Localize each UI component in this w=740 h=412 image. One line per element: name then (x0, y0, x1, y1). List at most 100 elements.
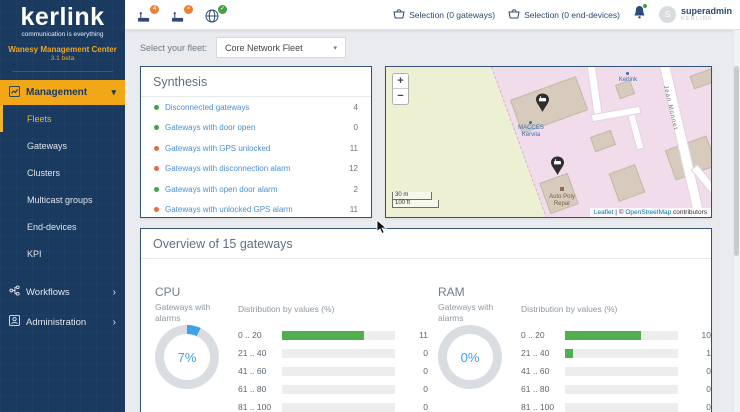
product-version: 3.1 beta (50, 55, 75, 62)
topbar: 4 × ✓ Selection (0 gateways) (125, 0, 740, 30)
overview-title: Overview of 15 gateways (141, 229, 711, 259)
map-scale: 30 m 100 ft (392, 192, 439, 208)
administration-label: Administration (26, 316, 87, 328)
zoom-out-button[interactable]: − (393, 89, 408, 104)
notification-badge (641, 3, 648, 9)
synthesis-row: Gateways with unlocked GPS alarm 11 (141, 200, 371, 221)
gateway-disconnected-icon[interactable]: × (171, 4, 193, 23)
sidebar: kerlink communication is everything Wane… (0, 0, 125, 412)
chart-icon (9, 85, 20, 100)
range-label: 81 .. 100 (238, 402, 272, 412)
distribution-row: 21 .. 40 1 (521, 344, 711, 362)
product-name: Wanesy Management Center (8, 45, 117, 54)
bar-fill (282, 330, 365, 340)
sidebar-item-end-devices[interactable]: End-devices (0, 213, 125, 240)
map-gateway-marker[interactable] (535, 93, 550, 113)
sidebar-item-administration[interactable]: Administration › (0, 307, 125, 337)
brand-tagline: communication is everything (21, 31, 104, 38)
fleet-select-dropdown[interactable]: Core Network Fleet ▾ (216, 37, 347, 58)
sidebar-item-workflows[interactable]: Workflows › (0, 277, 125, 307)
range-label: 0 .. 20 (238, 330, 262, 340)
workflow-icon (9, 285, 20, 299)
sidebar-divider (12, 71, 113, 72)
synthesis-value: 12 (349, 164, 358, 174)
range-label: 81 .. 100 (521, 402, 555, 412)
map-gateway-marker[interactable] (550, 156, 565, 176)
map-zoom-controls: + − (392, 73, 409, 105)
range-label: 61 .. 80 (521, 384, 550, 394)
range-label: 41 .. 60 (521, 366, 550, 376)
ram-distribution: 0 .. 20 10 21 .. 40 1 41 .. 60 0 61 .. 8… (521, 326, 711, 412)
scrollbar-thumb[interactable] (734, 66, 739, 256)
network-ok-badge: ✓ (218, 4, 227, 14)
synthesis-link[interactable]: Gateways with unlocked GPS alarm (165, 205, 293, 215)
bar-count: 0 (423, 366, 428, 376)
ram-section-title: RAM (438, 285, 465, 299)
sidebar-item-clusters[interactable]: Clusters (0, 159, 125, 186)
synthesis-link[interactable]: Gateways with GPS unlocked (165, 143, 271, 153)
cpu-distribution-label: Distribution by values (%) (238, 304, 335, 314)
quick-status-icons: 4 × ✓ (137, 4, 227, 23)
scale-metric: 30 m (392, 192, 432, 200)
selection-end-devices-button[interactable]: Selection (0 end-devices) (508, 8, 620, 21)
synthesis-link[interactable]: Gateways with open door alarm (165, 184, 278, 194)
map-label-line: Repar (553, 200, 571, 207)
bar-count: 10 (701, 330, 711, 340)
fleet-selector-row: Select your fleet: Core Network Fleet ▾ (140, 37, 347, 58)
synthesis-link[interactable]: Gateways with door open (165, 123, 256, 133)
status-dot (154, 125, 159, 131)
selection-end-devices-label: Selection (0 end-devices) (524, 9, 620, 20)
overview-body: CPU Gateways with alarms 7% Distribution… (141, 259, 711, 412)
bar-track (565, 330, 678, 340)
user-menu[interactable]: S superadmin KERLINK (658, 6, 732, 23)
attribution-separator: | © (613, 209, 626, 216)
distribution-row: 41 .. 60 0 (521, 362, 711, 380)
bar-track (282, 366, 395, 376)
network-globe-icon[interactable]: ✓ (205, 4, 227, 23)
selection-gateways-button[interactable]: Selection (0 gateways) (393, 8, 495, 21)
status-dot (154, 186, 159, 192)
bar-track (565, 402, 678, 412)
chevron-right-icon: › (112, 316, 116, 328)
distribution-row: 81 .. 100 0 (238, 398, 428, 412)
sidebar-item-kpi[interactable]: KPI (0, 240, 125, 267)
gateway-alarm-icon[interactable]: 4 (137, 4, 159, 23)
sidebar-item-gateways[interactable]: Gateways (0, 132, 125, 159)
distribution-row: 21 .. 40 0 (238, 344, 428, 362)
osm-link[interactable]: OpenStreetMap (625, 209, 672, 216)
notifications-bell-icon[interactable] (633, 3, 648, 24)
end-devices-label: End-devices (27, 221, 77, 232)
sidebar-item-management[interactable]: Management ▾ (0, 80, 125, 105)
cpu-alarms-pct: 7% (164, 334, 210, 380)
map-attribution: Leaflet | © OpenStreetMap contributors (589, 208, 711, 217)
distribution-row: 41 .. 60 0 (238, 362, 428, 380)
zoom-in-button[interactable]: + (393, 74, 408, 89)
bar-track (282, 330, 395, 340)
synthesis-link[interactable]: Gateways with disconnection alarm (165, 164, 291, 174)
bar-count: 0 (423, 384, 428, 394)
range-label: 21 .. 40 (521, 348, 550, 358)
bar-track (565, 384, 678, 394)
bar-track (282, 348, 395, 358)
leaflet-link[interactable]: Leaflet (593, 209, 614, 216)
synthesis-title: Synthesis (141, 67, 371, 97)
range-label: 61 .. 80 (238, 384, 267, 394)
distribution-row: 81 .. 100 0 (521, 398, 711, 412)
synthesis-row: Disconnected gateways 4 (141, 97, 371, 118)
overview-card: Overview of 15 gateways CPU Gateways wit… (140, 228, 712, 412)
cpu-distribution: 0 .. 20 11 21 .. 40 0 41 .. 60 0 61 .. 8… (238, 326, 428, 412)
bar-count: 0 (706, 384, 711, 394)
synthesis-link[interactable]: Disconnected gateways (165, 102, 250, 112)
cpu-alarms-label: Gateways with alarms (155, 302, 211, 324)
sidebar-item-fleets[interactable]: Fleets (0, 105, 125, 132)
sidebar-item-multicast-groups[interactable]: Multicast groups (0, 186, 125, 213)
map-label-kerlink: Kerlink (618, 77, 638, 83)
status-dot (154, 104, 159, 110)
map-card[interactable]: Jean Monnet Kerlink MACCES Kervila Auto … (385, 66, 712, 218)
topbar-right: Selection (0 gateways) Selection (0 end-… (393, 3, 732, 24)
status-dot (154, 166, 159, 172)
map-building (689, 67, 711, 90)
synthesis-row: Gateways with door open 0 (141, 118, 371, 139)
map-poi-icon (560, 187, 564, 191)
user-company: KERLINK (680, 16, 713, 23)
